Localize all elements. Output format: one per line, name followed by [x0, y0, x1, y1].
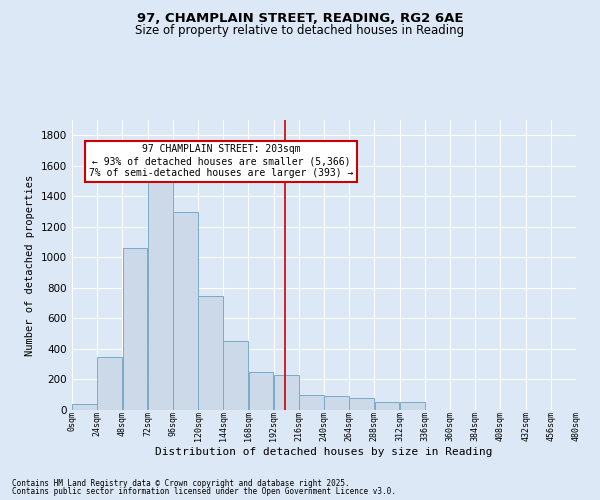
Bar	[349, 398, 374, 410]
Bar	[374, 402, 400, 410]
Bar	[173, 212, 198, 410]
Bar	[97, 356, 122, 410]
Bar	[122, 248, 148, 410]
Bar	[274, 375, 299, 410]
Bar	[148, 181, 173, 410]
Bar	[299, 394, 324, 410]
Y-axis label: Number of detached properties: Number of detached properties	[25, 174, 35, 356]
Text: Contains HM Land Registry data © Crown copyright and database right 2025.: Contains HM Land Registry data © Crown c…	[12, 478, 350, 488]
Bar	[198, 296, 223, 410]
Bar	[72, 404, 97, 410]
Bar	[400, 402, 425, 410]
Text: Contains public sector information licensed under the Open Government Licence v3: Contains public sector information licen…	[12, 487, 396, 496]
Bar	[223, 342, 248, 410]
Bar	[324, 396, 349, 410]
Bar	[248, 372, 274, 410]
X-axis label: Distribution of detached houses by size in Reading: Distribution of detached houses by size …	[155, 447, 493, 457]
Text: Size of property relative to detached houses in Reading: Size of property relative to detached ho…	[136, 24, 464, 37]
Text: 97 CHAMPLAIN STREET: 203sqm
← 93% of detached houses are smaller (5,366)
7% of s: 97 CHAMPLAIN STREET: 203sqm ← 93% of det…	[89, 144, 353, 178]
Text: 97, CHAMPLAIN STREET, READING, RG2 6AE: 97, CHAMPLAIN STREET, READING, RG2 6AE	[137, 12, 463, 26]
